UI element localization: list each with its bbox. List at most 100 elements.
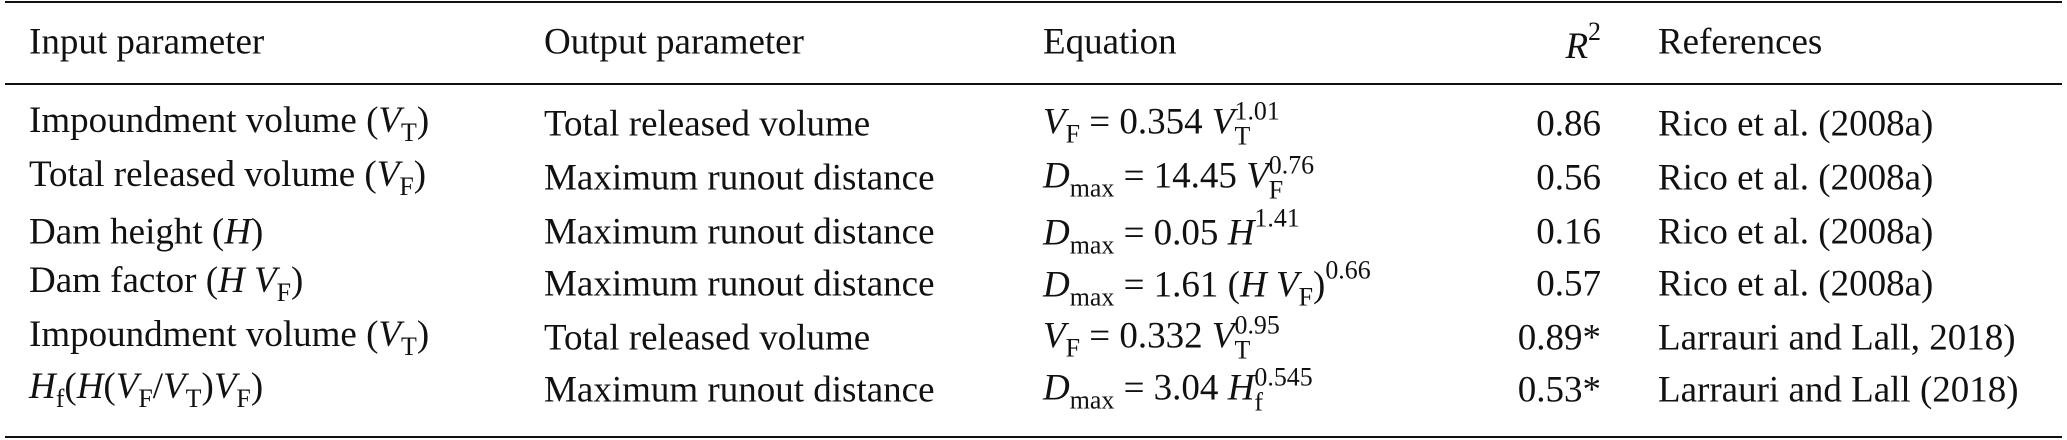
math-symbol: H [76, 366, 104, 408]
table-cell: Dmax = 14.45 V 0.76 F [1043, 150, 1315, 204]
subscript: F [1065, 119, 1081, 149]
cell-text: 0.56 [1536, 157, 1601, 199]
cell-text: ( [64, 366, 77, 408]
superscript: 0.76 [1268, 150, 1315, 180]
superscript: 1.01 [1234, 96, 1280, 126]
cell-text: Rico et al. (2008a) [1658, 211, 1934, 253]
table-cell: VF = 0.354 V 1.01 T [1043, 96, 1280, 150]
superscript: 1.41 [1254, 203, 1300, 233]
cell-text: Larrauri and Lall, 2018) [1658, 317, 2016, 359]
cell-text: References [1658, 21, 1823, 63]
cell-text: 0.89* [1517, 317, 1601, 359]
table-cell: Maximum runout distance [544, 160, 935, 197]
superscript: 2 [1588, 16, 1601, 46]
cell-text: Total released volume [544, 103, 871, 145]
cell-text: Impoundment volume ( [29, 314, 379, 356]
bottom-rule [5, 436, 2062, 438]
cell-text: ) [250, 211, 264, 253]
table-cell: Total released volume (VF) [29, 156, 426, 200]
table-cell: Rico et al. (2008a) [1658, 160, 1933, 197]
cell-text: Equation [1043, 21, 1177, 63]
subscript: max [1069, 282, 1115, 312]
math-symbol: H V [1240, 264, 1299, 306]
math-symbol: H [1227, 212, 1255, 254]
cell-text: = 1.61 ( [1114, 264, 1241, 306]
cell-text: / [152, 366, 164, 408]
cell-text: 0.53* [1517, 369, 1601, 411]
math-symbol: D [1043, 367, 1070, 409]
table-cell: R2 [1565, 16, 1601, 68]
subscript: f [1254, 387, 1264, 416]
math-symbol: V [1043, 101, 1066, 143]
cell-text: = 0.332 [1080, 315, 1212, 357]
subscript: f [55, 384, 65, 414]
math-symbol: V [1043, 315, 1066, 357]
cell-text: Maximum runout distance [544, 263, 935, 305]
top-rule [5, 1, 2062, 3]
cell-text: Input parameter [29, 21, 265, 63]
cell-text: Rico et al. (2008a) [1658, 263, 1934, 305]
table-cell: Output parameter [544, 24, 804, 61]
table-cell: Dam height (H) [29, 214, 263, 251]
math-symbol: D [1043, 212, 1070, 254]
subscript: F [1298, 282, 1313, 312]
math-symbol: D [1043, 155, 1070, 197]
math-symbol: V [1211, 315, 1235, 357]
cell-text: Dam factor ( [29, 260, 219, 302]
cell-text: ) [1313, 264, 1326, 306]
cell-text: Total released volume [544, 317, 871, 359]
subscript: F [399, 172, 414, 202]
table-cell: 0.89* [1518, 320, 1601, 357]
table-cell: Dmax = 3.04 H 0.545 f [1043, 364, 1313, 416]
sub-sup: 0.76 F [1268, 150, 1315, 204]
table-cell: References [1658, 24, 1822, 61]
table-cell: Input parameter [29, 24, 264, 61]
table-cell: 0.57 [1536, 266, 1601, 303]
table-cell: Equation [1043, 24, 1177, 61]
math-symbol: V [378, 314, 401, 356]
cell-text: ) [201, 366, 214, 408]
cell-text: = 0.05 [1114, 212, 1228, 254]
math-symbol: V [115, 366, 139, 408]
subscript: F [1268, 175, 1284, 204]
cell-text: 0.16 [1536, 211, 1601, 253]
table-cell: Hf(H(VF/VT)VF) [29, 368, 263, 412]
table-cell: Larrauri and Lall, 2018) [1658, 320, 2016, 357]
cell-text: = 14.45 [1114, 155, 1247, 197]
table-cell: Rico et al. (2008a) [1658, 214, 1933, 251]
math-symbol: D [1043, 264, 1070, 306]
cell-text: Impoundment volume ( [29, 100, 379, 142]
math-symbol: V [1211, 101, 1235, 143]
table-cell: Impoundment volume (VT) [29, 316, 429, 360]
math-symbol: V [378, 100, 401, 142]
cell-text: ) [416, 314, 430, 356]
cell-text: ) [250, 366, 264, 408]
cell-text: Maximum runout distance [544, 157, 935, 199]
table-cell: Dmax = 0.05 H1.41 [1043, 205, 1300, 258]
cell-text: Dam height ( [29, 211, 225, 253]
table-cell: Maximum runout distance [544, 214, 935, 251]
subscript: T [1234, 121, 1251, 150]
cell-text: 0.57 [1536, 263, 1601, 305]
cell-text: = 3.04 [1114, 367, 1228, 409]
cell-text: = 0.354 [1080, 101, 1212, 143]
cell-text: Total released volume ( [29, 154, 377, 196]
subscript: F [138, 384, 153, 414]
table-cell: 0.16 [1536, 214, 1601, 251]
subscript: T [401, 332, 417, 362]
sub-sup: 1.01 T [1234, 96, 1280, 150]
superscript: 0.95 [1234, 310, 1280, 340]
math-symbol: V [163, 366, 186, 408]
cell-text: Output parameter [544, 21, 804, 63]
table-cell: Dmax = 1.61 (H VF)0.66 [1043, 257, 1371, 310]
math-symbol: R [1565, 26, 1589, 68]
table-cell: Total released volume [544, 106, 870, 143]
table-cell: Dam factor (H VF) [29, 262, 303, 306]
table-cell: VF = 0.332 V 0.95 T [1043, 310, 1280, 362]
subscript: max [1069, 385, 1115, 415]
table-cell: Larrauri and Lall (2018) [1658, 372, 2019, 409]
header-rule [5, 83, 2062, 85]
table-cell: Rico et al. (2008a) [1658, 106, 1933, 143]
table-cell: Maximum runout distance [544, 372, 935, 409]
subscript: T [401, 118, 417, 148]
